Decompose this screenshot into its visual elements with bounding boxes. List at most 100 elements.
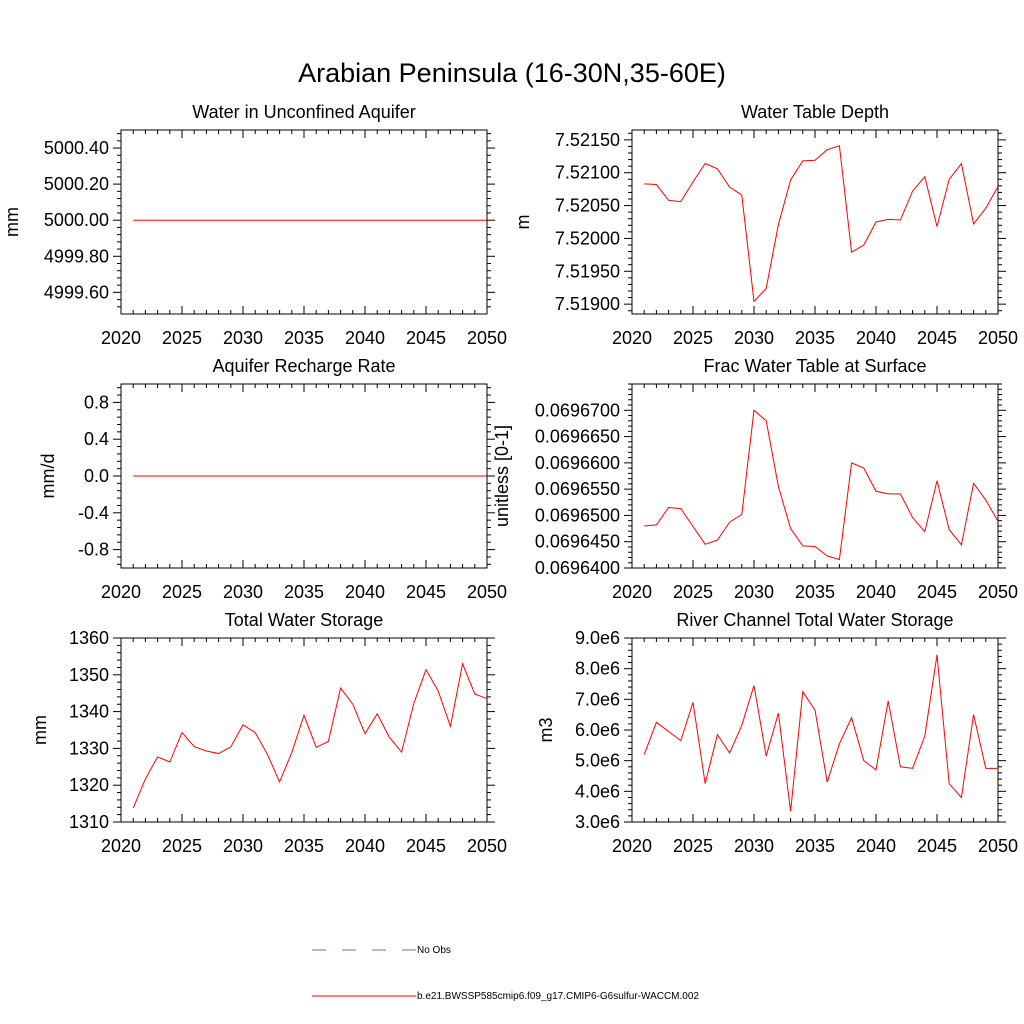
y-tick-label: 0.4 [84, 429, 109, 449]
panel-title: Water Table Depth [741, 102, 889, 122]
y-tick-label: 1310 [69, 812, 109, 832]
x-tick-label: 2025 [162, 836, 202, 856]
x-tick-label: 2020 [612, 328, 652, 348]
x-tick-label: 2025 [162, 582, 202, 602]
x-tick-label: 2040 [345, 582, 385, 602]
y-tick-label: 0.0696700 [535, 400, 620, 420]
x-tick-label: 2035 [284, 328, 324, 348]
x-tick-label: 2030 [223, 328, 263, 348]
x-tick-label: 2020 [101, 328, 141, 348]
y-tick-label: 7.52150 [555, 130, 620, 150]
panel-2: Water Table Depth 2020 2025 2030 2035 2040 204… [513, 102, 1018, 348]
x-tick-label: 2040 [345, 328, 385, 348]
y-axis-label: m [513, 215, 533, 230]
y-tick-label: 4999.60 [44, 282, 109, 302]
x-tick-label: 2045 [917, 582, 957, 602]
y-tick-label: 0.0696450 [535, 532, 620, 552]
x-tick-label: 2025 [673, 582, 713, 602]
y-tick-label: 1340 [69, 702, 109, 722]
x-tick-label: 2020 [101, 582, 141, 602]
x-tick-label: 2035 [795, 328, 835, 348]
x-tick-label: 2050 [467, 582, 507, 602]
x-tick-label: 2030 [223, 582, 263, 602]
y-axis-label: mm [30, 715, 50, 745]
y-tick-label: 7.51900 [555, 294, 620, 314]
panel-6: River Channel Total Water Storage 2020 202… [536, 610, 1018, 856]
series-line-1 [132, 662, 488, 809]
x-tick-label: 2025 [162, 328, 202, 348]
x-tick-label: 2050 [978, 582, 1018, 602]
panel-5: Total Water Storage 2020 2025 2030 2035 2040 2… [30, 610, 507, 856]
y-tick-label: 5000.40 [44, 138, 109, 158]
x-tick-label: 2045 [406, 582, 446, 602]
x-tick-label: 2020 [612, 836, 652, 856]
y-tick-label: 9.0e6 [575, 628, 620, 648]
plot-frame [631, 637, 999, 823]
y-tick-label: 7.0e6 [575, 689, 620, 709]
y-tick-label: 1320 [69, 775, 109, 795]
x-tick-label: 2050 [467, 836, 507, 856]
y-tick-label: -0.4 [78, 503, 109, 523]
x-tick-label: 2030 [734, 836, 774, 856]
x-tick-label: 2030 [734, 582, 774, 602]
x-tick-label: 2040 [856, 836, 896, 856]
x-tick-label: 2020 [101, 836, 141, 856]
panel-1: Water in Unconfined Aquifer 2020 2025 2030 2… [2, 102, 507, 348]
y-tick-label: 0.0696550 [535, 479, 620, 499]
series-line-1 [643, 654, 998, 812]
plot-frame [120, 637, 488, 823]
x-tick-label: 2035 [795, 582, 835, 602]
y-tick-label: 0.0696500 [535, 505, 620, 525]
series-line-1 [644, 409, 999, 561]
series-line-1 [644, 145, 999, 303]
legend-label-no-obs: No Obs [417, 945, 451, 956]
legend-label-model: b.e21.BWSSP585cmip6.f09_g17.CMIP6-G6sulf… [417, 991, 699, 1002]
page-title: Arabian Peninsula (16-30N,35-60E) [298, 58, 726, 88]
plot-frame [631, 383, 999, 569]
y-tick-label: 4999.80 [44, 246, 109, 266]
panels: Water in Unconfined Aquifer 2020 2025 2030 2… [2, 102, 1018, 856]
panel-title: Water in Unconfined Aquifer [192, 102, 415, 122]
x-tick-label: 2045 [917, 836, 957, 856]
x-tick-label: 2035 [284, 582, 324, 602]
x-tick-label: 2035 [284, 836, 324, 856]
y-tick-label: 0.0696650 [535, 427, 620, 447]
y-tick-label: 1360 [69, 628, 109, 648]
x-tick-label: 2045 [406, 836, 446, 856]
y-axis-label: mm [2, 207, 22, 237]
panel-4: Frac Water Table at Surface 2020 2025 2030 2… [492, 356, 1018, 602]
y-axis-label: mm/d [38, 454, 58, 499]
x-tick-label: 2020 [612, 582, 652, 602]
x-tick-label: 2040 [856, 328, 896, 348]
x-tick-label: 2050 [467, 328, 507, 348]
y-tick-label: 5000.00 [44, 210, 109, 230]
y-axis-label: unitless [0-1] [492, 425, 512, 527]
y-tick-label: -0.8 [78, 540, 109, 560]
y-tick-label: 7.52050 [555, 196, 620, 216]
x-tick-label: 2045 [406, 328, 446, 348]
x-tick-label: 2025 [673, 836, 713, 856]
x-tick-label: 2030 [734, 328, 774, 348]
y-tick-label: 6.0e6 [575, 720, 620, 740]
y-tick-label: 0.0696600 [535, 453, 620, 473]
y-tick-label: 1350 [69, 665, 109, 685]
y-tick-label: 3.0e6 [575, 812, 620, 832]
panel-title: Aquifer Recharge Rate [212, 356, 395, 376]
y-tick-label: 7.52000 [555, 228, 620, 248]
y-tick-label: 5.0e6 [575, 751, 620, 771]
y-tick-label: 8.0e6 [575, 659, 620, 679]
y-tick-label: 0.0 [84, 466, 109, 486]
x-tick-label: 2045 [917, 328, 957, 348]
x-tick-label: 2040 [345, 836, 385, 856]
panel-title: Total Water Storage [225, 610, 383, 630]
panel-title: Frac Water Table at Surface [703, 356, 926, 376]
x-tick-label: 2050 [978, 836, 1018, 856]
y-tick-label: 4.0e6 [575, 781, 620, 801]
x-tick-label: 2035 [795, 836, 835, 856]
x-tick-label: 2040 [856, 582, 896, 602]
panel-title: River Channel Total Water Storage [676, 610, 953, 630]
panel-3: Aquifer Recharge Rate 2020 2025 2030 2035 204… [38, 356, 507, 602]
y-tick-label: 7.51950 [555, 261, 620, 281]
plot-frame [120, 129, 488, 315]
